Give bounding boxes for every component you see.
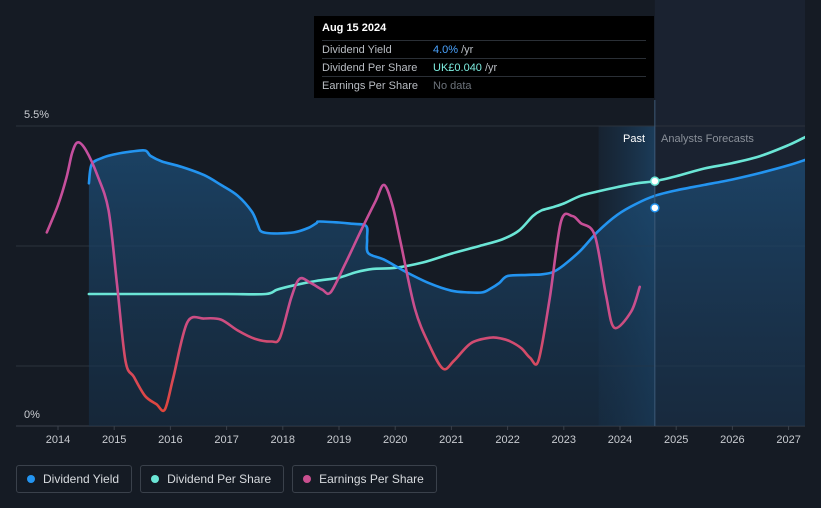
legend: Dividend Yield Dividend Per Share Earnin… xyxy=(16,465,437,493)
x-tick-label: 2019 xyxy=(327,434,351,446)
x-tick-label: 2018 xyxy=(271,434,295,446)
y-axis: 5.5% 0% xyxy=(24,109,49,421)
dividend-per-share-line xyxy=(87,135,805,296)
x-tick-label: 2026 xyxy=(720,434,744,446)
x-tick-label: 2015 xyxy=(102,434,126,446)
x-tick-label: 2021 xyxy=(439,434,463,446)
hover-markers xyxy=(650,176,660,213)
x-tick-label: 2017 xyxy=(214,434,238,446)
tooltip-unit: /yr xyxy=(484,61,498,74)
dividend-yield-area xyxy=(88,150,805,426)
data-point-marker xyxy=(650,203,660,213)
tooltip-label: Earnings Per Share xyxy=(322,79,418,92)
tooltip-label: Dividend Yield xyxy=(322,43,392,56)
dividend-yield-line xyxy=(87,148,805,295)
tooltip-row-dps: Dividend Per Share UK£0.040 /yr xyxy=(322,58,646,76)
tooltip-value: No data xyxy=(433,79,472,92)
legend-dividend-per-share[interactable]: Dividend Per Share xyxy=(140,465,285,493)
x-axis: 2014 2015 2016 2017 2018 2019 2020 2021 2022 2023… xyxy=(46,426,801,446)
earnings-per-share-line xyxy=(45,141,641,413)
x-tick-label: 2016 xyxy=(158,434,182,446)
y-tick-label: 0% xyxy=(24,409,40,421)
forecast-label: Analysts Forecasts xyxy=(661,133,754,145)
series-lines xyxy=(45,135,805,413)
x-tick-label: 2014 xyxy=(46,434,70,446)
x-tick-label: 2025 xyxy=(664,434,688,446)
past-label: Past xyxy=(623,133,645,145)
x-tick-label: 2023 xyxy=(552,434,576,446)
legend-earnings-per-share[interactable]: Earnings Per Share xyxy=(292,465,437,493)
legend-label: Dividend Yield xyxy=(43,472,120,486)
tooltip-row-eps: Earnings Per Share No data xyxy=(322,76,646,94)
tooltip-value: 4.0% xyxy=(433,43,459,56)
x-tick-label: 2027 xyxy=(776,434,800,446)
legend-dot-icon xyxy=(27,475,35,483)
x-tick-label: 2020 xyxy=(383,434,407,446)
tooltip-row-yield: Dividend Yield 4.0% /yr xyxy=(322,40,646,58)
legend-dividend-yield[interactable]: Dividend Yield xyxy=(16,465,133,493)
legend-dot-icon xyxy=(303,475,312,483)
legend-dot-icon xyxy=(151,475,160,483)
legend-label: Earnings Per Share xyxy=(319,472,424,486)
legend-label: Dividend Per Share xyxy=(167,472,272,486)
y-tick-label: 5.5% xyxy=(24,109,49,121)
tooltip-unit: /yr xyxy=(461,43,474,56)
dividend-yield-fill xyxy=(88,150,805,426)
data-point-marker xyxy=(650,176,660,186)
tooltip-value: UK£0.040 xyxy=(433,61,482,74)
x-tick-label: 2024 xyxy=(608,434,632,446)
tooltip-label: Dividend Per Share xyxy=(322,61,418,74)
x-tick-label: 2022 xyxy=(495,434,519,446)
tooltip: Aug 15 2024 Dividend Yield 4.0% /yr Divi… xyxy=(314,16,654,98)
tooltip-date: Aug 15 2024 xyxy=(322,22,387,34)
